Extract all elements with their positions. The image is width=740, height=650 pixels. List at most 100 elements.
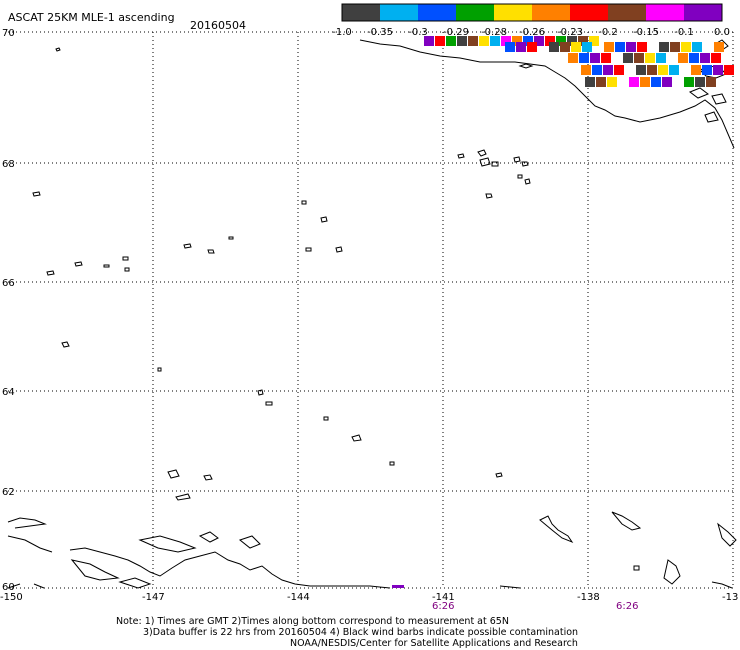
wind-data-cell (658, 65, 668, 75)
wind-data-cell (636, 65, 646, 75)
wind-data-cell (695, 77, 705, 87)
note-line-3: NOAA/NESDIS/Center for Satellite Applica… (290, 638, 578, 649)
color-scale-swatch (532, 4, 570, 21)
color-scale-swatch (608, 4, 646, 21)
southern-coastline (138, 535, 197, 553)
color-scale-swatch (418, 4, 456, 21)
note-line-2: 3)Data buffer is 22 hrs from 20160504 4)… (143, 627, 578, 638)
note-line-1: Note: 1) Times are GMT 2)Times along bot… (116, 616, 509, 627)
southern-coastline (539, 515, 574, 544)
wind-data-cell (607, 77, 617, 87)
wind-data-cell (556, 36, 566, 46)
wind-data-cell (692, 42, 702, 52)
wind-data-swath (424, 36, 734, 87)
wind-data-cell (516, 42, 526, 52)
map-area (7, 31, 737, 589)
wind-data-cell (579, 53, 589, 63)
southern-coastline (118, 577, 152, 589)
arctic-coastline (359, 39, 735, 149)
lon-label-147: -147 (142, 592, 165, 603)
wind-data-cell (512, 36, 522, 46)
color-scale-swatch (494, 4, 532, 21)
lon-label-138: -138 (577, 592, 600, 603)
wind-data-cell (596, 77, 606, 87)
wind-data-cell (479, 36, 489, 46)
wind-data-cell (659, 42, 669, 52)
wind-data-cell (713, 65, 723, 75)
color-scale-bar: -1.0 -0.35 -0.3 -0.29 -0.28 -0.26 -0.23 -0.2 -0.… (332, 3, 730, 38)
wind-data-cell (549, 42, 559, 52)
wind-data-cell (446, 36, 456, 46)
color-scale-swatch (570, 4, 608, 21)
wind-data-cell (684, 77, 694, 87)
wind-data-cell (640, 77, 650, 87)
southern-coastline (7, 517, 391, 589)
lakes (32, 47, 531, 501)
wind-data-cell (604, 42, 614, 52)
lat-label-64: 64 (2, 387, 15, 398)
wind-data-cell (457, 36, 467, 46)
wind-data-cell (711, 53, 721, 63)
map-date: 20160504 (190, 19, 246, 32)
wind-data-cell (590, 53, 600, 63)
wind-data-cell (626, 42, 636, 52)
wind-data-cell (603, 65, 613, 75)
wind-data-cell (689, 53, 699, 63)
wind-data-cell (589, 36, 599, 46)
wind-data-cell (490, 36, 500, 46)
wind-data-cell (592, 65, 602, 75)
lat-label-68: 68 (2, 159, 15, 170)
wind-data-cell (700, 53, 710, 63)
wind-data-cell (578, 36, 588, 46)
wind-data-cell (534, 36, 544, 46)
wind-data-cell (647, 65, 657, 75)
time-label-1: 6:26 (432, 601, 454, 612)
wind-data-cell (645, 53, 655, 63)
color-scale-label: -0.15 (633, 27, 659, 38)
wind-data-cell (681, 42, 691, 52)
lon-label-150: -150 (0, 592, 23, 603)
color-scale-label: -0.28 (481, 27, 507, 38)
wind-data-cell (424, 36, 434, 46)
wind-data-cell (527, 42, 537, 52)
wind-data-cell (567, 36, 577, 46)
wind-data-cell (614, 65, 624, 75)
color-scale-frame (341, 3, 723, 22)
arctic-island (688, 87, 710, 99)
data-swath-mark (392, 585, 404, 588)
wind-data-cell (468, 36, 478, 46)
lon-label-135: -13 (722, 592, 738, 603)
time-label-2: 6:26 (616, 601, 638, 612)
lat-label-62: 62 (2, 487, 15, 498)
lat-label-60: 60 (2, 582, 15, 593)
wind-data-cell (571, 42, 581, 52)
color-scale-label: -1.0 (332, 27, 352, 38)
lon-label-144: -144 (287, 592, 310, 603)
wind-data-cell (505, 42, 515, 52)
wind-data-cell (669, 65, 679, 75)
wind-data-cell (670, 42, 680, 52)
wind-data-cell (634, 53, 644, 63)
color-scale-swatch (456, 4, 494, 21)
wind-data-cell (724, 65, 734, 75)
wind-data-cell (585, 77, 595, 87)
color-scale-swatch (342, 4, 380, 21)
wind-data-cell (615, 42, 625, 52)
wind-data-cell (691, 65, 701, 75)
southern-coastline (198, 531, 219, 543)
color-scale-label: 0.0 (714, 27, 730, 38)
lat-label-70: 70 (2, 28, 15, 39)
southern-coastline (611, 511, 642, 531)
wind-data-cell (637, 42, 647, 52)
southern-coastline (238, 535, 261, 549)
wind-data-cell (678, 53, 688, 63)
wind-data-cell (568, 53, 578, 63)
wind-data-cell (714, 42, 724, 52)
lat-label-66: 66 (2, 278, 15, 289)
color-scale-label: -0.3 (408, 27, 428, 38)
southern-coastline (70, 559, 120, 581)
lon-label-141: -141 (432, 592, 455, 603)
color-scale-label: -0.23 (557, 27, 583, 38)
southern-coastline (633, 565, 640, 571)
wind-data-cell (702, 65, 712, 75)
